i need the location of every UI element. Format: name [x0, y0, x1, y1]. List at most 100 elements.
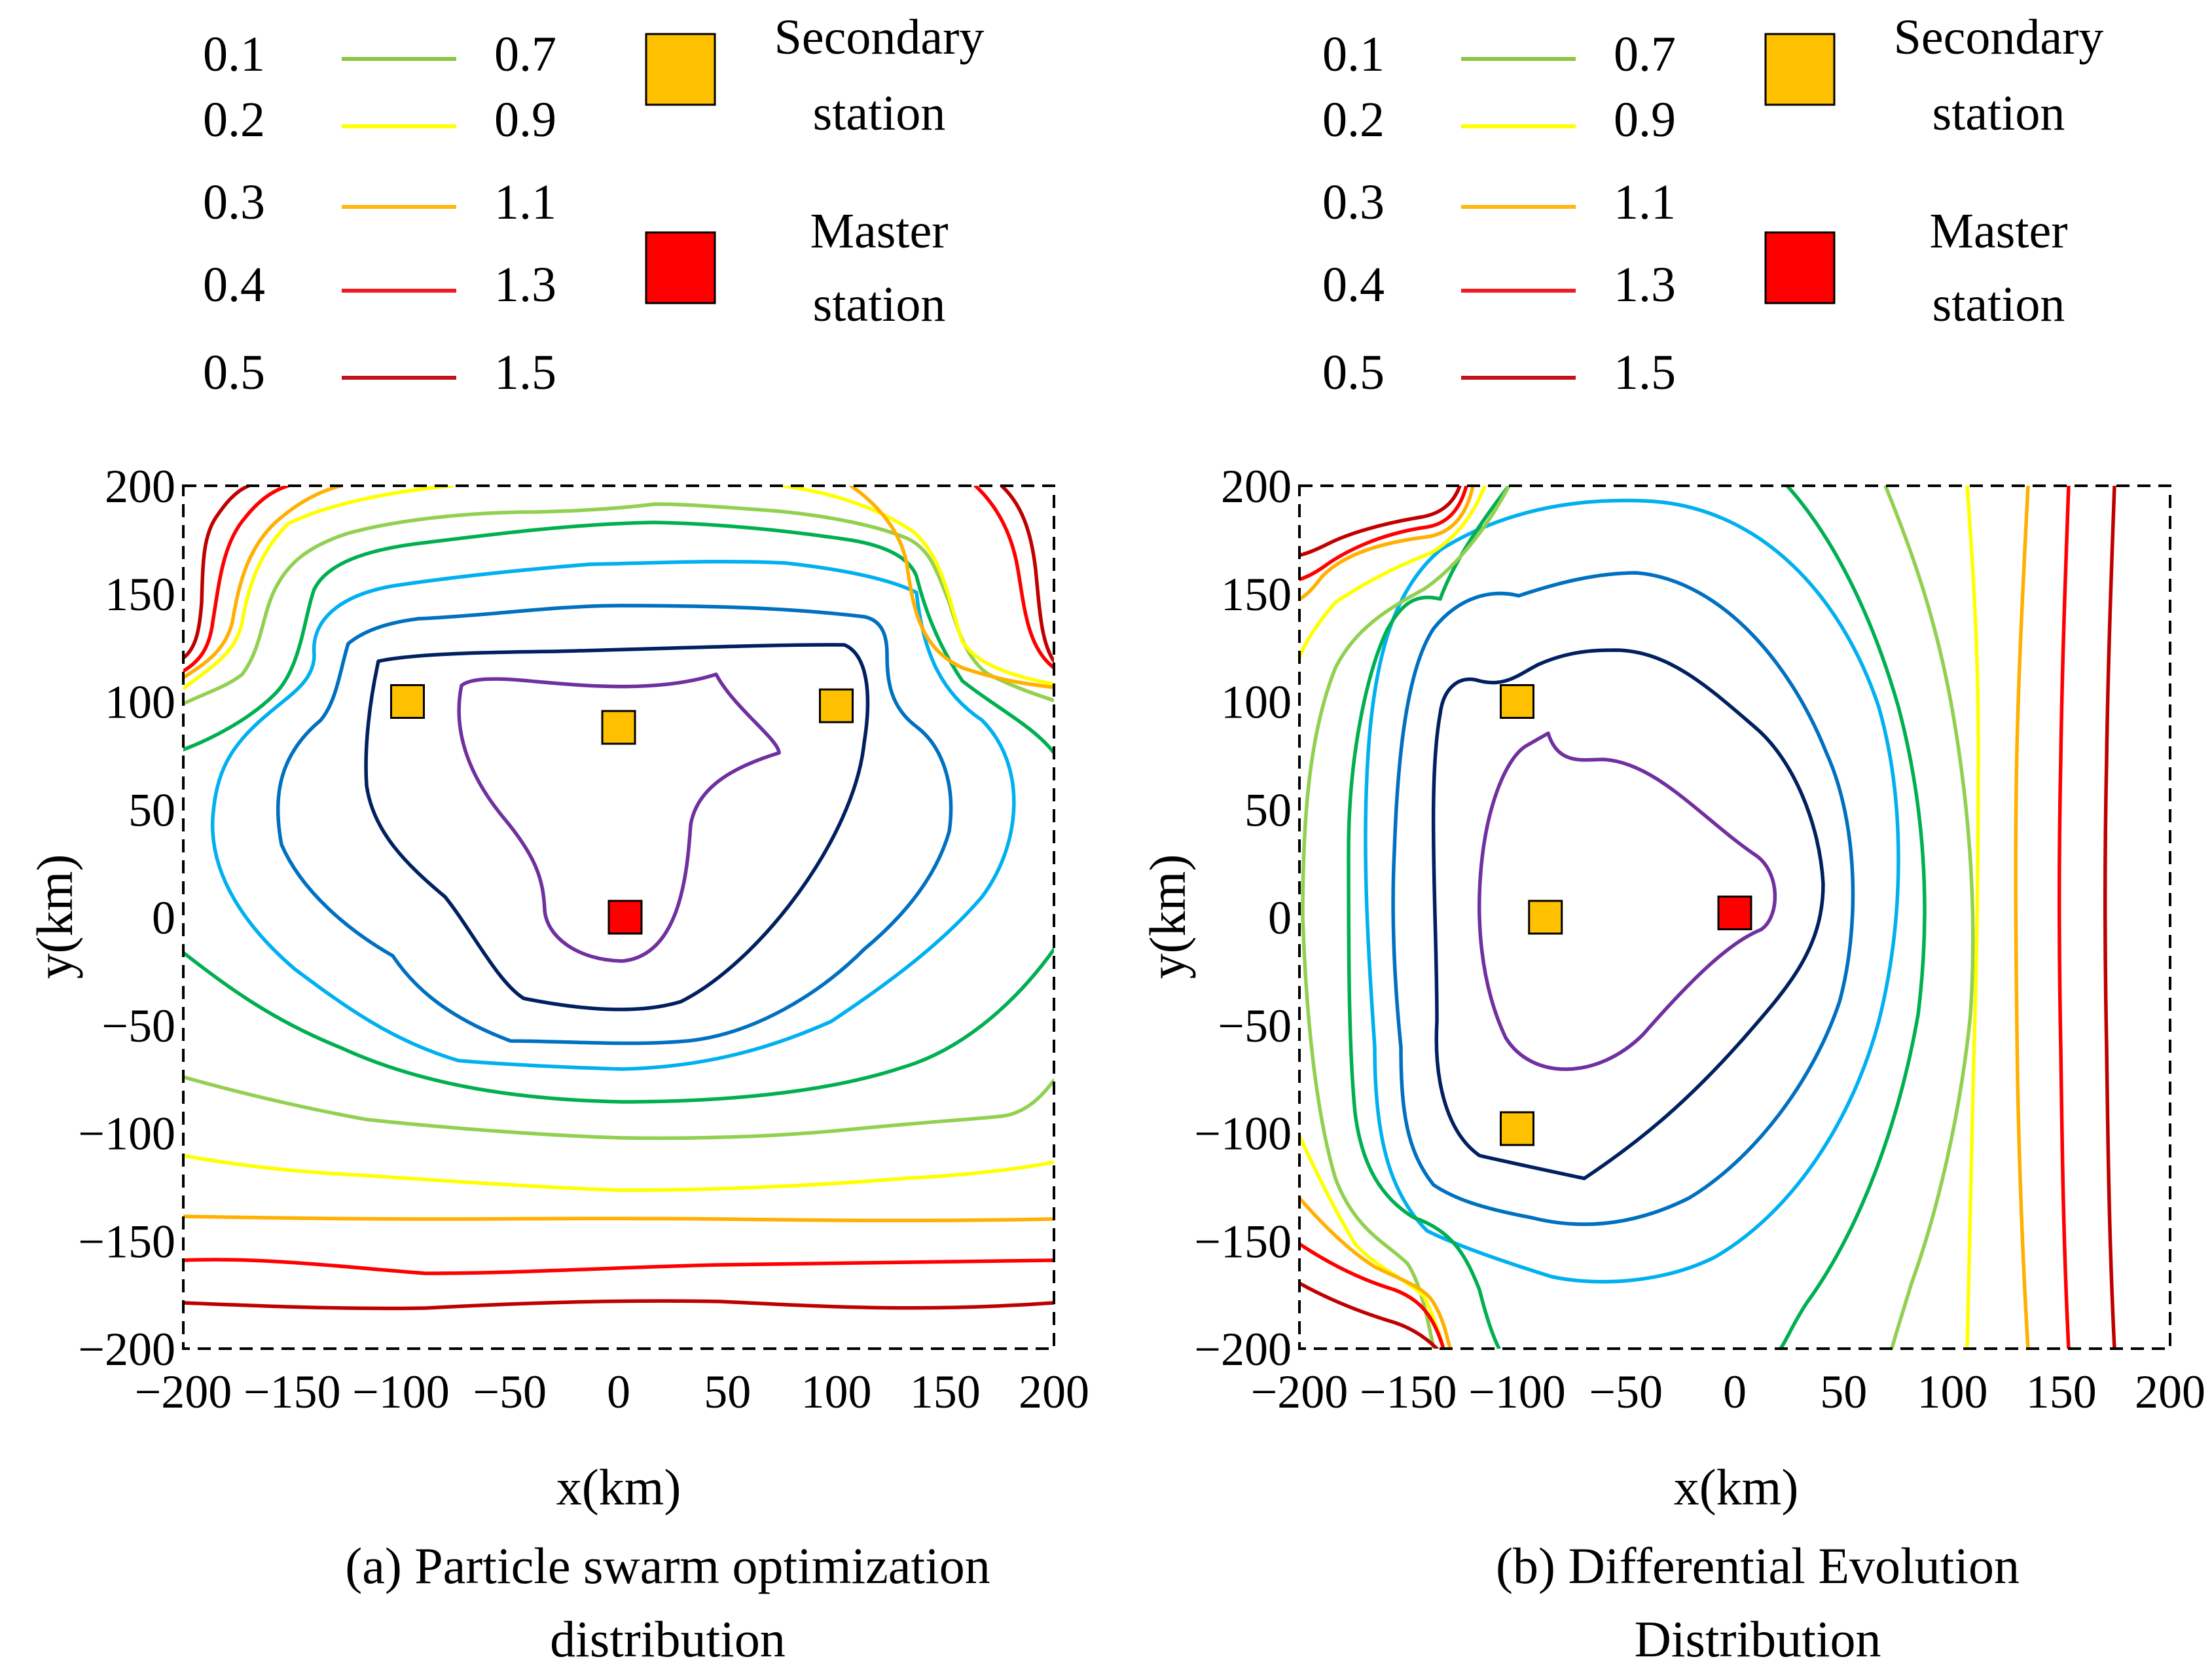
legend-secondary-marker	[1764, 33, 1836, 106]
legend-secondary-label-2: station	[1932, 86, 2065, 141]
x-tick-label: −50	[1589, 1366, 1663, 1418]
y-tick-label: −100	[78, 1108, 175, 1160]
legend-level-1.1: 1.1	[1614, 175, 1676, 230]
x-tick-label: 0	[607, 1366, 630, 1418]
x-tick-labels-a: −200 −150 −100 −50 0 50 100 150 200	[135, 1366, 1089, 1418]
master-station-b	[1717, 895, 1752, 930]
contour-a-0.1	[457, 672, 781, 963]
secondary-station-b-1	[1500, 684, 1534, 719]
y-tick-label: 0	[152, 892, 175, 944]
y-tick-label: −200	[78, 1323, 175, 1375]
contour-a-1.3	[183, 486, 1054, 1275]
contour-a-1.5	[183, 486, 1054, 1311]
x-tick-label: −200	[1251, 1366, 1349, 1418]
contour-b-0.2	[1431, 648, 1825, 1180]
plot-frame-a	[182, 484, 1055, 1350]
y-tick-label: 150	[105, 568, 175, 621]
chart-title-a-line1: (a) Particle swarm optimization	[345, 1537, 990, 1594]
plot-a: −200 −150 −100 −50 0 50 100 150 200 200 150 100 50 0…	[26, 460, 1089, 1667]
legend-master-label-1: Master	[810, 204, 948, 259]
y-tick-label: −150	[78, 1215, 175, 1267]
legend-master-marker	[1764, 231, 1836, 304]
master-station-a	[607, 900, 643, 935]
x-tick-label: 50	[1820, 1366, 1867, 1418]
x-tick-label: 0	[1723, 1366, 1747, 1418]
contour-b-0.3	[1391, 571, 1855, 1226]
legend-level-0.2: 0.2	[203, 92, 265, 147]
secondary-station-a-3	[819, 688, 854, 723]
x-tick-label: −150	[1360, 1366, 1457, 1418]
legend-right-panel: 0.1 0.2 0.3 0.4 0.5 0.7 0.9 1.1 1.3 1.5 …	[1322, 10, 2103, 400]
y-tick-label: −50	[101, 1000, 175, 1052]
contours-a	[183, 486, 1054, 1311]
legend-level-1.1: 1.1	[494, 175, 556, 230]
chart-title-a-line2: distribution	[550, 1611, 786, 1667]
y-tick-labels-b: 200 150 100 50 0 −50 −100 −150 −200	[1194, 460, 1292, 1375]
contour-a-0.5	[183, 520, 1054, 1104]
legend-level-0.7: 0.7	[494, 27, 556, 82]
x-tick-labels-b: −200 −150 −100 −50 0 50 100 150 200	[1251, 1366, 2205, 1418]
x-tick-label: 200	[1019, 1366, 1089, 1418]
contour-a-0.4	[211, 560, 1016, 1071]
legend-level-0.4: 0.4	[1322, 257, 1385, 312]
legend-left-panel: 0.1 0.2 0.3 0.4 0.5 0.7 0.9 1.1 1.3 1.5 …	[203, 10, 984, 400]
legend-master-label-1: Master	[1929, 204, 2067, 259]
legend-level-0.1: 0.1	[203, 27, 265, 82]
x-tick-label: 50	[704, 1366, 751, 1418]
x-tick-label: 150	[910, 1366, 981, 1418]
chart-title-b-line2: Distribution	[1634, 1611, 1881, 1667]
y-tick-label: 200	[105, 460, 175, 513]
y-tick-label: 150	[1221, 568, 1292, 621]
secondary-station-a-1	[390, 684, 425, 719]
legend-level-1.3: 1.3	[1614, 257, 1676, 312]
contour-a-0.3	[276, 604, 953, 1046]
plot-frame-b	[1298, 484, 2171, 1350]
chart-title-b-line1: (b) Differential Evolution	[1496, 1537, 2020, 1594]
legend-level-0.3: 0.3	[1322, 175, 1385, 230]
plot-b: −200 −150 −100 −50 0 50 100 150 200 200150100500…	[1139, 460, 2205, 1667]
y-tick-label: 100	[1221, 676, 1292, 729]
legend-level-0.3: 0.3	[203, 175, 265, 230]
x-tick-label: 100	[1917, 1366, 1988, 1418]
y-axis-label-a: y(km)	[26, 854, 83, 979]
secondary-station-a-2	[601, 710, 636, 745]
legend-master-label-2: station	[813, 277, 946, 332]
legend-master-marker	[645, 231, 716, 304]
y-tick-label: −200	[1194, 1323, 1292, 1375]
x-tick-label: 100	[801, 1366, 872, 1418]
x-tick-label: −50	[473, 1366, 547, 1418]
y-tick-label: 0	[1268, 892, 1292, 944]
contour-a-1.1	[183, 486, 1054, 1223]
legend-level-0.9: 0.9	[494, 92, 556, 147]
legend-level-0.5: 0.5	[203, 345, 265, 400]
contour-a-0.2	[364, 643, 870, 1011]
legend-level-1.5: 1.5	[1614, 345, 1676, 400]
legend-secondary-label-2: station	[813, 86, 946, 141]
y-axis-label-b: y(km)	[1139, 854, 1196, 979]
x-tick-label: 200	[2135, 1366, 2205, 1418]
secondary-station-b-3	[1500, 1111, 1534, 1146]
legend-level-0.5: 0.5	[1322, 345, 1385, 400]
marks-b	[1500, 684, 1752, 1146]
contour-b-1.3	[1299, 486, 2071, 1349]
y-tick-label: 100	[105, 676, 175, 729]
x-tick-label: −150	[244, 1366, 341, 1418]
contours-b	[1299, 486, 2116, 1349]
legend-level-0.9: 0.9	[1614, 92, 1676, 147]
x-axis-label-b: x(km)	[1674, 1459, 1799, 1516]
y-tick-label: −100	[1194, 1108, 1292, 1160]
legend-level-0.1: 0.1	[1322, 27, 1385, 82]
legend-level-1.3: 1.3	[494, 257, 556, 312]
contour-b-0.1	[1478, 731, 1777, 1071]
y-tick-labels-a: 200 150 100 50 0 −50 −100 −150 −200	[78, 460, 175, 1375]
x-tick-label: −100	[352, 1366, 450, 1418]
x-tick-label: −200	[135, 1366, 232, 1418]
secondary-station-b-2	[1528, 900, 1563, 935]
marks-a	[390, 684, 854, 935]
legend-level-0.7: 0.7	[1614, 27, 1676, 82]
y-tick-label: −150	[1194, 1215, 1292, 1267]
x-axis-label-a: x(km)	[556, 1459, 681, 1516]
legend-level-0.4: 0.4	[203, 257, 265, 312]
y-tick-label: 50	[1244, 784, 1292, 836]
